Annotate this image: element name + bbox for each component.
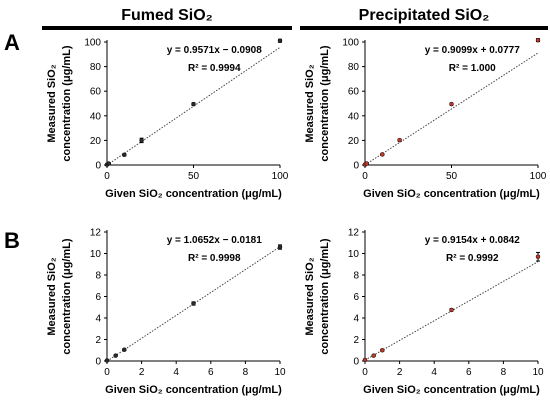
data-point [140,138,144,142]
x-tick-label: 0 [362,171,368,182]
data-point [122,153,126,157]
x-tick-label: 10 [532,367,544,378]
column-title-fumed: Fumed SiO₂ [121,7,213,24]
y-tick-label: 0 [353,357,359,368]
data-point [450,308,454,312]
y-axis-label-line2: concentration (μg/mL) [319,45,331,161]
y-tick-label: 20 [348,136,360,147]
x-tick-label: 0 [104,367,110,378]
column-title-precipitated: Precipitated SiO₂ [359,7,490,24]
y-tick-label: 40 [348,111,360,122]
y-tick-label: 20 [90,136,102,147]
data-point [114,354,118,358]
panel-label-b: B [4,228,20,253]
x-axis-label: Given SiO₂ concentration (μg/mL) [363,188,540,200]
data-point [363,358,367,362]
data-point [450,102,454,106]
plot-panel-1: 0 50 100 0 20 40 60 80 100 Given SiO₂ concentrati… [304,38,547,201]
x-tick-label: 4 [431,367,437,378]
y-tick-label: 4 [353,314,359,325]
x-tick-label: 6 [466,367,472,378]
x-tick-label: 0 [104,171,110,182]
data-point [380,152,384,156]
y-tick-label: 12 [90,228,102,239]
y-tick-label: 2 [95,335,101,346]
panel-label-a: A [4,30,20,55]
y-axis-label-line2: concentration (μg/mL) [61,238,73,354]
y-tick-label: 8 [95,271,101,282]
x-tick-label: 2 [397,367,403,378]
x-axis-label: Given SiO₂ concentration (μg/mL) [363,384,540,396]
y-tick-label: 80 [348,62,360,73]
regression-equation: y = 0.9571x − 0.0908 [167,45,263,56]
x-tick-label: 100 [272,171,289,182]
y-tick-label: 100 [342,38,359,49]
x-tick-label: 2 [139,367,145,378]
y-axis-label-line1: Measured SiO₂ [304,257,316,335]
y-tick-label: 40 [90,111,102,122]
regression-equation: y = 0.9154x + 0.0842 [425,235,521,246]
y-tick-label: 60 [90,87,102,98]
r-squared: R² = 0.9998 [188,253,241,264]
x-axis-label: Given SiO₂ concentration (μg/mL) [105,384,282,396]
x-tick-label: 100 [530,171,547,182]
y-tick-label: 100 [84,38,101,49]
y-axis-label-line2: concentration (μg/mL) [61,45,73,161]
regression-equation: y = 1.0652x − 0.0181 [167,235,263,246]
y-tick-label: 6 [353,292,359,303]
x-tick-label: 4 [173,367,179,378]
y-tick-label: 0 [95,357,101,368]
data-point [105,358,109,362]
x-tick-label: 8 [501,367,507,378]
y-tick-label: 12 [348,228,360,239]
y-tick-label: 0 [353,161,359,172]
data-point [398,138,402,142]
y-tick-label: 4 [95,314,101,325]
y-axis-label-line1: Measured SiO₂ [46,64,58,142]
x-tick-label: 50 [446,171,458,182]
r-squared: R² = 1.000 [449,63,496,74]
y-tick-label: 60 [348,87,360,98]
data-point [278,39,282,43]
y-tick-label: 8 [353,271,359,282]
y-tick-label: 6 [95,292,101,303]
x-tick-label: 0 [362,367,368,378]
data-point [536,255,540,259]
x-tick-label: 10 [274,367,286,378]
data-point [380,348,384,352]
plot-panel-3: 0 2 4 6 8 10 0 2 4 6 8 10 12 Given SiO₂ concentration… [304,228,544,397]
x-axis-label: Given SiO₂ concentration (μg/mL) [105,188,282,200]
data-point [192,102,196,106]
y-tick-label: 80 [90,62,102,73]
data-point [192,301,196,305]
data-point [107,162,111,166]
y-axis-label-line1: Measured SiO₂ [46,257,58,335]
plot-panel-2: 0 2 4 6 8 10 0 2 4 6 8 10 12 Given SiO₂ concentration… [46,228,286,397]
x-tick-label: 8 [243,367,249,378]
y-axis-label-line2: concentration (μg/mL) [319,238,331,354]
data-point [372,354,376,358]
r-squared: R² = 0.9994 [188,63,241,74]
data-point [536,38,540,42]
data-point [278,245,282,249]
regression-equation: y = 0.9099x + 0.0777 [425,45,521,56]
y-tick-label: 2 [353,335,359,346]
y-tick-label: 10 [90,249,102,260]
y-tick-label: 0 [95,161,101,172]
data-point [122,348,126,352]
data-point [365,162,369,166]
x-tick-label: 6 [208,367,214,378]
y-axis-label-line1: Measured SiO₂ [304,64,316,142]
y-tick-label: 10 [348,249,360,260]
x-tick-label: 50 [188,171,200,182]
plot-panel-0: 0 50 100 0 20 40 60 80 100 Given SiO₂ concentrati… [46,38,289,201]
r-squared: R² = 0.9992 [446,253,499,264]
